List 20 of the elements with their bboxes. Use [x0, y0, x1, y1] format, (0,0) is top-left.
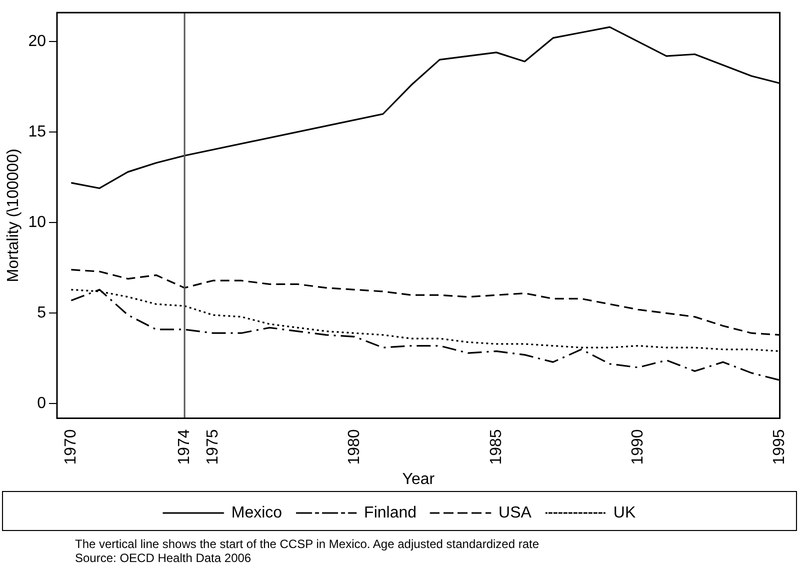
y-tick-label: 15 [28, 124, 46, 141]
y-tick-label: 0 [37, 395, 46, 412]
x-tick-label: 1985 [488, 429, 505, 465]
source-note: Source: OECD Health Data 2006 [75, 551, 252, 565]
legend-label: USA [498, 504, 532, 522]
y-tick-label: 20 [28, 32, 46, 50]
y-tick-label: 5 [37, 304, 46, 322]
x-tick-label: 1990 [629, 429, 646, 465]
legend-label: UK [613, 504, 636, 522]
x-tick-label: 1970 [62, 429, 80, 465]
x-axis-title: Year [402, 470, 436, 488]
legend-label: Mexico [231, 504, 282, 522]
x-tick-label: 1974 [176, 429, 193, 465]
y-axis-title: Mortality (\100000) [5, 148, 22, 282]
x-tick-label: 1975 [204, 429, 222, 465]
y-tick-label: 10 [28, 214, 46, 232]
x-tick-label: 1995 [771, 429, 788, 465]
legend-label: Finland [364, 504, 417, 522]
text: The vertical line shows the start of the CCSP in Mexico. Age adjusted standardized rate [75, 537, 540, 551]
x-tick-label: 1980 [346, 429, 364, 465]
